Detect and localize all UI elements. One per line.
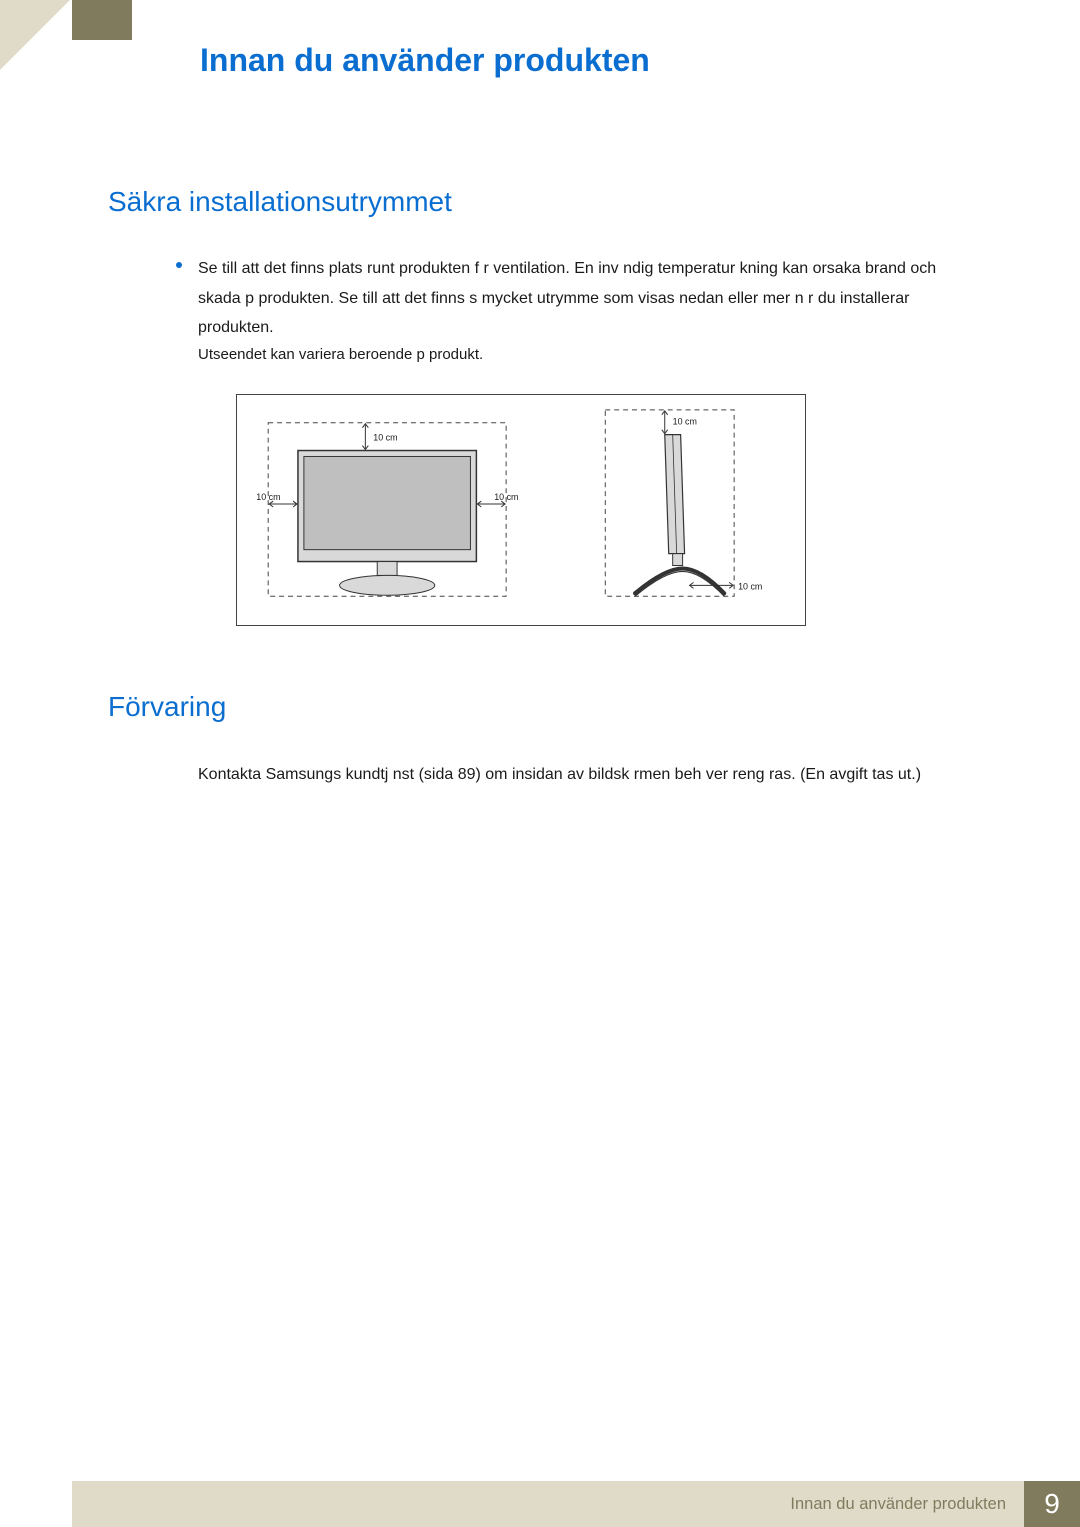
side-top-label: 10 cm — [673, 417, 697, 427]
installation-note: Utseendet kan variera beroende p produkt… — [198, 346, 483, 363]
page-title: Innan du använder produkten — [200, 42, 650, 79]
side-right-label: 10 cm — [738, 581, 762, 591]
footer-chapter-label: Innan du använder produkten — [790, 1481, 1024, 1527]
side-stand-neck — [673, 554, 683, 566]
corner-triangle — [0, 0, 70, 70]
front-left-label: 10 cm — [256, 492, 280, 502]
bullet-icon — [176, 262, 182, 268]
clearance-diagram: 10 cm 10 cm 10 cm 10 cm 10 cm — [236, 394, 806, 626]
clearance-diagram-svg: 10 cm 10 cm 10 cm 10 cm 10 cm — [237, 395, 805, 625]
front-top-label: 10 cm — [373, 433, 397, 443]
header-color-block — [72, 0, 132, 40]
section-storage-heading: Förvaring — [108, 691, 226, 723]
section-installation-heading: Säkra installationsutrymmet — [108, 186, 452, 218]
storage-body-text: Kontakta Samsungs kundtj nst (sida 89) o… — [198, 760, 968, 790]
front-stand-base — [340, 575, 435, 595]
footer-bar: Innan du använder produkten 9 — [72, 1481, 1080, 1527]
front-monitor-inner — [304, 456, 471, 549]
front-stand-neck — [377, 562, 397, 576]
installation-bullet-row: Se till att det finns plats runt produkt… — [176, 254, 966, 343]
installation-bullet-text: Se till att det finns plats runt produkt… — [198, 254, 966, 343]
front-right-label: 10 cm — [494, 492, 518, 502]
footer-page-number: 9 — [1024, 1481, 1080, 1527]
